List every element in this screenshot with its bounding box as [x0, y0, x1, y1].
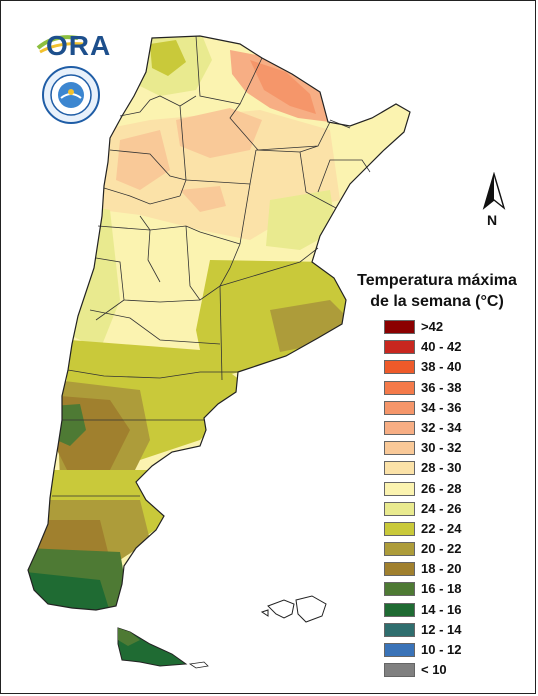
legend-label: 22 - 24	[421, 520, 462, 536]
legend-swatch	[384, 420, 415, 435]
legend-label: 38 - 40	[421, 359, 462, 375]
north-arrow-icon	[482, 171, 506, 210]
legend-swatch	[384, 340, 415, 355]
legend-swatch	[384, 400, 415, 415]
temperature-zones	[28, 36, 410, 610]
legend-label: >42	[421, 319, 444, 334]
smn-seal-icon	[50, 74, 92, 116]
legend-label: 20 - 22	[421, 541, 462, 557]
legend-swatch	[384, 380, 415, 395]
legend-label: 18 - 20	[421, 561, 462, 577]
legend-label: < 10	[421, 662, 447, 678]
legend-swatch	[384, 360, 415, 375]
legend-title-line1: Temperatura máxima	[357, 272, 517, 289]
legend-swatch	[384, 663, 415, 678]
legend-label: 40 - 42	[421, 339, 462, 355]
legend-swatch	[384, 501, 415, 516]
legend-swatch	[384, 643, 415, 657]
legend-swatch	[384, 461, 415, 476]
legend-label: 10 - 12	[421, 642, 462, 657]
legend-label: 16 - 18	[421, 581, 462, 597]
legend-label: 14 - 16	[421, 601, 462, 617]
legend-swatch	[384, 521, 415, 536]
argentina-mainland	[27, 35, 411, 611]
legend-label: 30 - 32	[421, 440, 462, 456]
legend-swatch	[384, 320, 415, 334]
legend-swatch	[384, 441, 415, 456]
legend-label: 26 - 28	[421, 480, 462, 496]
smn-seal-logo	[42, 66, 100, 124]
legend-title: Temperatura máxima de la semana (°C)	[344, 270, 530, 312]
legend-swatch	[384, 562, 415, 577]
malvinas-islands	[260, 595, 327, 623]
legend-label: 34 - 36	[421, 399, 462, 415]
north-arrow-label: N	[487, 212, 498, 228]
ora-logo-text: ORA	[46, 30, 112, 61]
legend-label: 28 - 30	[421, 460, 462, 476]
legend-swatch	[384, 481, 415, 496]
legend-label: 12 - 14	[421, 621, 462, 637]
legend-swatch	[384, 542, 415, 557]
legend-swatch	[384, 582, 415, 597]
tierra-del-fuego	[117, 627, 209, 669]
legend-label: 24 - 26	[421, 500, 462, 516]
province-borders	[52, 35, 371, 497]
legend-swatch	[384, 622, 415, 637]
legend-title-line2: de la semana (°C)	[370, 293, 504, 310]
legend-label: 32 - 34	[421, 419, 462, 435]
legend-label: 36 - 38	[421, 379, 462, 395]
ora-logo-swoosh-icon	[36, 35, 85, 54]
north-arrow: N	[480, 171, 508, 230]
legend-swatch	[384, 602, 415, 617]
